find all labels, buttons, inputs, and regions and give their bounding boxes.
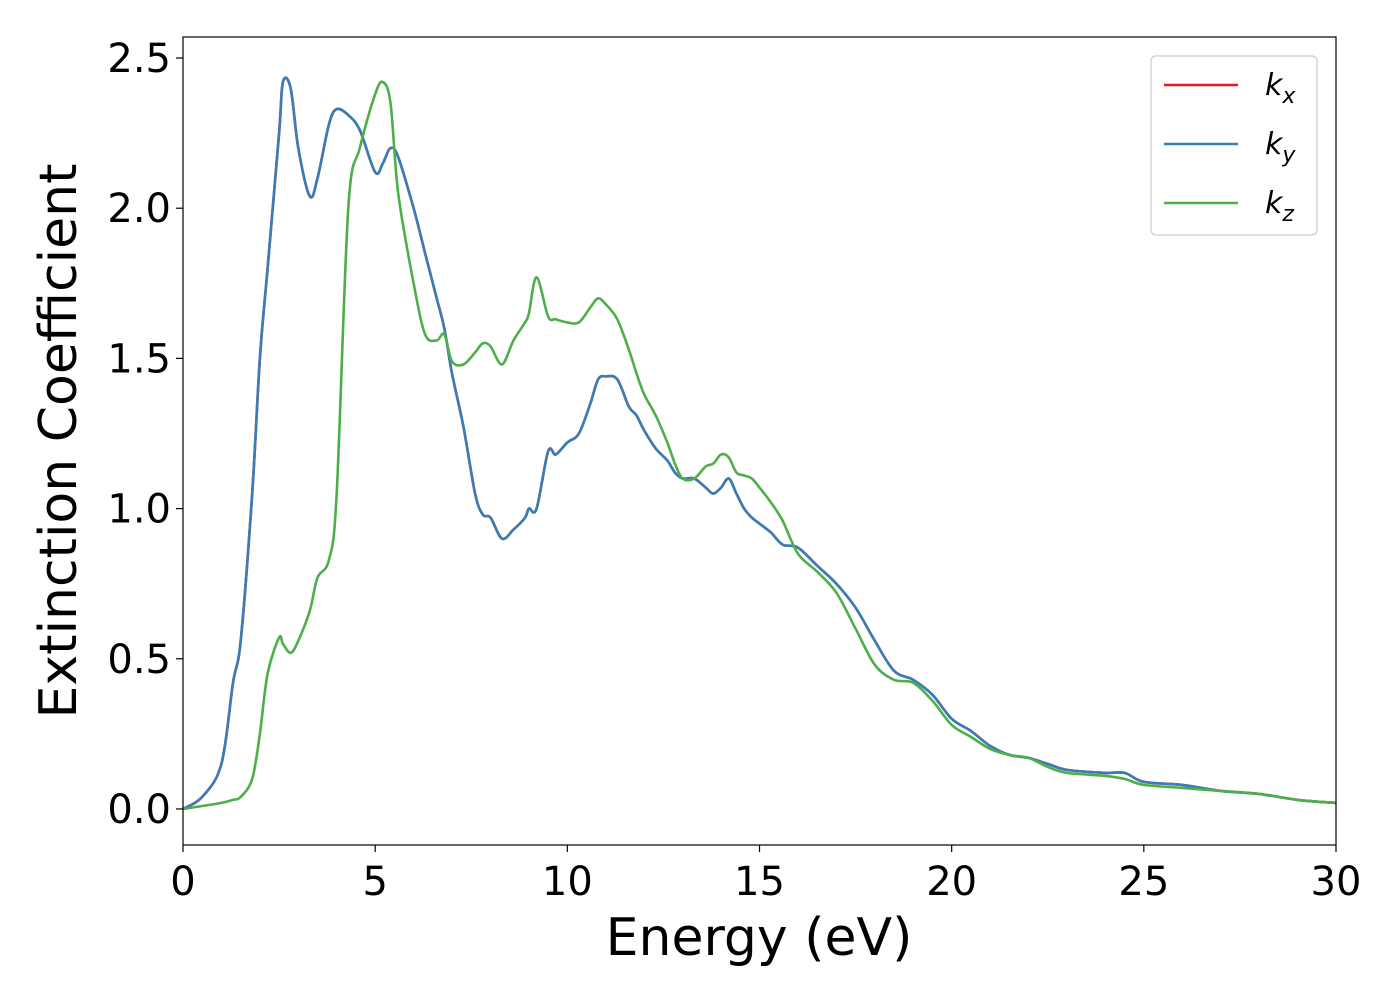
x-tick-label: 20 — [926, 859, 977, 905]
x-tick-label: 25 — [1118, 859, 1169, 905]
x-tick-label: 10 — [542, 859, 593, 905]
y-tick-label: 0.5 — [107, 637, 171, 683]
y-axis-label: Extinction Coefficient — [29, 164, 89, 719]
x-tick-label: 5 — [362, 859, 387, 905]
y-tick-label: 2.0 — [107, 186, 171, 232]
y-tick-label: 0.0 — [107, 787, 171, 833]
legend-box — [1150, 55, 1318, 236]
x-axis: 0 5 10 15 20 25 30 — [170, 845, 1361, 905]
series-line-kz — [182, 80, 1337, 811]
x-tick-label: 0 — [170, 859, 195, 905]
y-axis: 0.0 0.5 1.0 1.5 2.0 2.5 — [107, 36, 183, 833]
x-tick-label: 30 — [1311, 859, 1362, 905]
y-tick-label: 1.5 — [107, 336, 171, 382]
series-line-ky — [182, 76, 1337, 811]
x-axis-label: Energy (eV) — [606, 908, 913, 968]
series-layer — [182, 76, 1337, 811]
x-tick-label: 15 — [734, 859, 785, 905]
y-tick-label: 1.0 — [107, 487, 171, 533]
y-tick-label: 2.5 — [107, 36, 171, 82]
